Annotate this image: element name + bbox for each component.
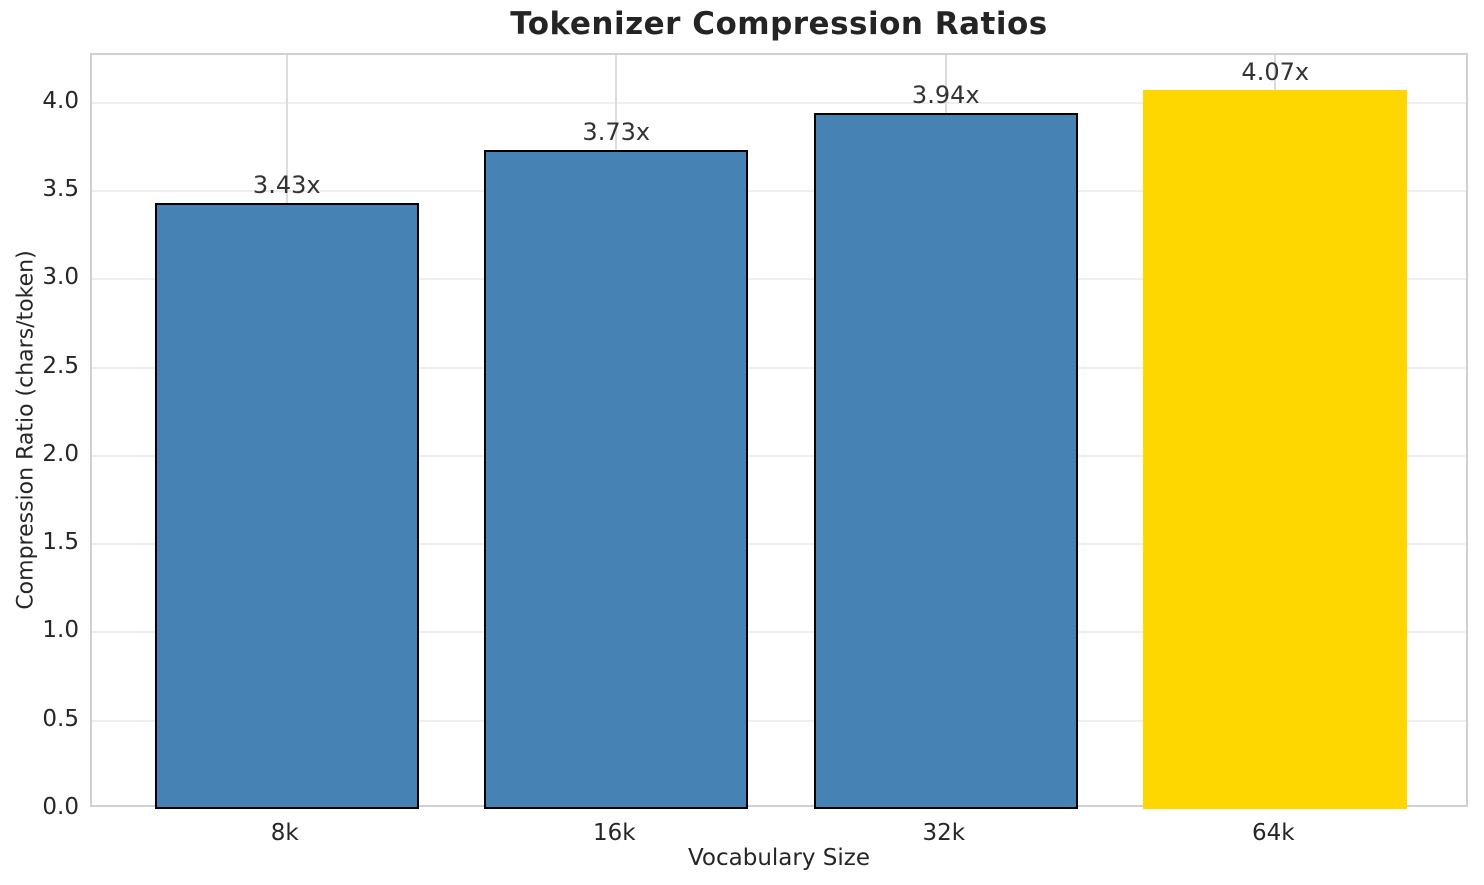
y-tick-label: 1.5	[42, 529, 79, 556]
y-tick-label: 1.0	[42, 617, 79, 644]
bar-value-label: 3.73x	[582, 118, 651, 146]
h-gridline	[92, 278, 1466, 281]
h-gridline	[92, 101, 1466, 104]
plot-area: 3.43x 3.73x 3.94x 4.07x	[90, 53, 1468, 809]
y-tick-label: 2.5	[42, 352, 79, 379]
bar-value-label-layer: 3.43x 3.73x 3.94x 4.07x	[92, 55, 1466, 805]
h-gridline	[92, 189, 1466, 192]
h-gridline	[92, 543, 1466, 546]
h-gridline	[92, 454, 1466, 457]
x-axis-label: Vocabulary Size	[687, 845, 870, 871]
y-tick-label: 3.0	[42, 264, 79, 291]
x-tick-label: 64k	[1251, 820, 1295, 846]
bar-value-label: 3.43x	[252, 171, 321, 199]
y-tick-label: 0.5	[42, 705, 79, 732]
h-gridline	[92, 366, 1466, 369]
bar-layer	[92, 55, 1466, 809]
chart-title: Tokenizer Compression Ratios	[510, 6, 1048, 42]
x-tick-label: 16k	[592, 820, 636, 846]
y-tick-label: 2.0	[42, 440, 79, 467]
h-gridline	[92, 719, 1466, 722]
bar-value-label: 3.94x	[911, 81, 980, 109]
h-gridline	[92, 631, 1466, 634]
y-tick-label: 0.0	[42, 794, 79, 820]
x-tick-label: 32k	[922, 820, 966, 846]
bar-value-label: 4.07x	[1241, 58, 1310, 86]
bar-8k	[154, 203, 419, 809]
bar-16k	[484, 150, 749, 809]
x-tick-label: 8k	[270, 820, 299, 846]
y-tick-label: 4.0	[42, 87, 79, 114]
bar-32k	[813, 113, 1078, 809]
y-tick-label: 3.5	[42, 175, 79, 202]
bar-64k	[1143, 90, 1408, 809]
